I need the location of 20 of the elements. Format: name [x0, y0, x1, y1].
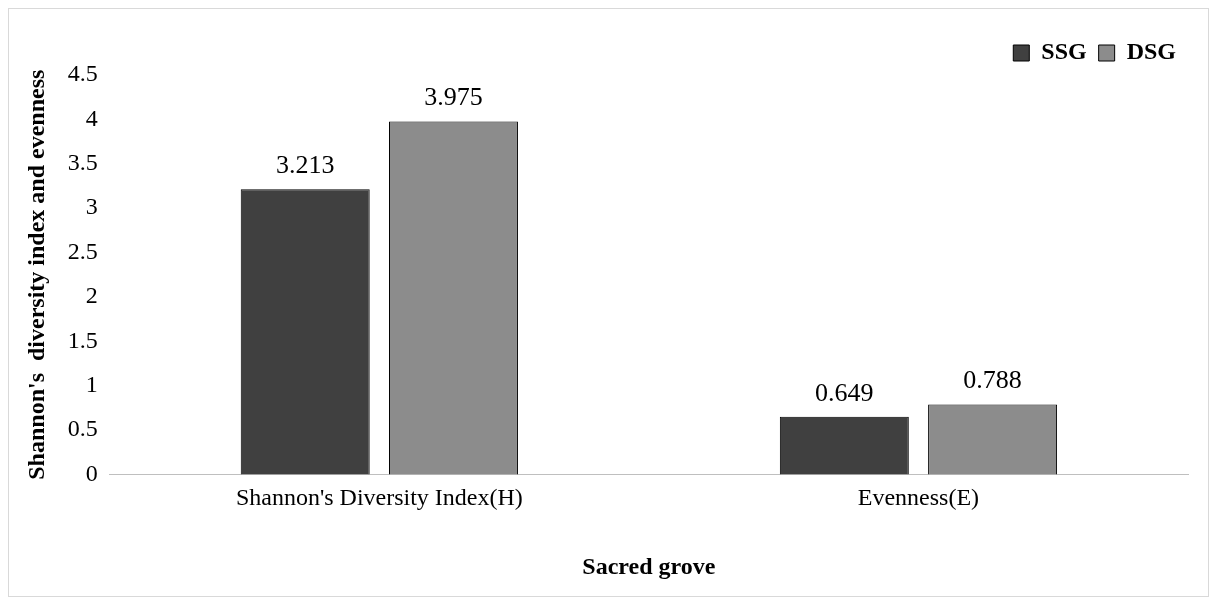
y-tick-label: 4.5	[67, 60, 98, 87]
x-axis-title: Sacred grove	[582, 552, 716, 579]
legend-label: DSG	[1126, 38, 1177, 65]
y-tick-label: 0	[85, 459, 98, 486]
data-label: 0.649	[815, 377, 874, 407]
y-tick-label: 1.5	[67, 326, 98, 353]
y-tick-label: 3	[85, 193, 98, 220]
data-label: 3.975	[424, 82, 483, 112]
y-tick-label: 0.5	[67, 415, 98, 442]
y-tick-label: 2.5	[67, 237, 98, 264]
y-tick-label: 3.5	[67, 149, 98, 176]
data-label: 3.213	[275, 150, 335, 180]
y-tick-label: 1	[85, 370, 98, 397]
x-tick-label: Evenness(E)	[857, 484, 980, 511]
data-label: 0.788	[963, 365, 1022, 395]
x-tick-label: Shannon's Diversity Index(H)	[235, 484, 523, 511]
y-tick-label: 2	[85, 282, 98, 309]
legend-label: SSG	[1041, 38, 1087, 65]
y-tick-label: 4	[85, 104, 98, 131]
y-axis-title: Shannon's diversity index and evenness	[22, 69, 49, 480]
